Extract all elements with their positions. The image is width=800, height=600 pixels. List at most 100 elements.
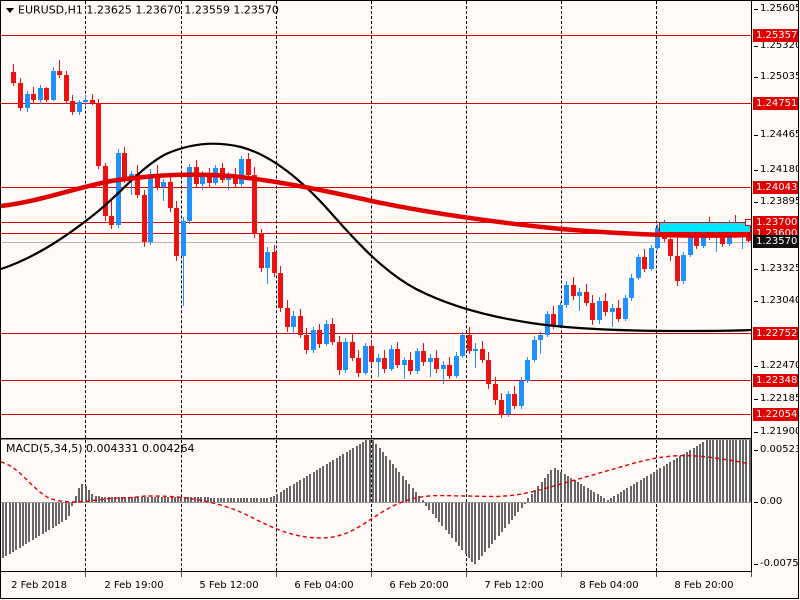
candle-wick	[163, 178, 164, 202]
macd-bar	[299, 480, 301, 502]
gridline	[181, 1, 182, 438]
macd-bar	[418, 496, 420, 502]
price-level-line[interactable]	[1, 35, 751, 36]
price-chart-pane[interactable]	[1, 1, 751, 438]
macd-bar	[461, 502, 463, 550]
price-level-line[interactable]	[1, 103, 751, 104]
macd-bar	[187, 497, 189, 502]
candle-body	[571, 284, 576, 297]
macd-bar	[42, 502, 44, 534]
axis-tick	[754, 135, 758, 136]
macd-bar	[600, 496, 602, 502]
macd-bar	[458, 502, 460, 546]
macd-bar	[488, 502, 490, 548]
macd-bar	[15, 502, 17, 550]
supply-zone-rectangle[interactable]	[659, 222, 751, 233]
macd-bar	[560, 472, 562, 502]
gridline	[561, 440, 562, 571]
macd-bar	[88, 490, 90, 502]
macd-bar	[237, 498, 239, 502]
macd-bar	[98, 496, 100, 502]
axis-tick	[754, 202, 758, 203]
candle-body	[610, 307, 615, 313]
macd-bar	[217, 498, 219, 502]
macd-bar	[501, 502, 503, 532]
time-axis-label: 5 Feb 12:00	[199, 580, 259, 591]
macd-bar	[537, 486, 539, 502]
macd-bar	[669, 462, 671, 502]
macd-bar	[382, 452, 384, 502]
candle-body	[233, 175, 238, 185]
time-axis-label: 6 Feb 20:00	[389, 580, 449, 591]
time-tick	[276, 572, 277, 577]
price-axis-label: 1.21900	[760, 426, 799, 437]
gridline	[371, 440, 372, 571]
macd-bar	[732, 440, 734, 502]
time-tick	[85, 572, 86, 577]
time-axis[interactable]: 2 Feb 2018 2 Feb 19:00 5 Feb 12:00 6 Feb 04…	[1, 572, 799, 599]
macd-bar	[395, 468, 397, 502]
macd-bar	[303, 478, 305, 502]
macd-bar	[78, 488, 80, 502]
macd-bar	[593, 492, 595, 502]
candle-body	[434, 357, 439, 370]
axis-tick	[754, 432, 758, 433]
macd-bar	[114, 497, 116, 502]
candle-body	[324, 323, 329, 345]
candle-body	[454, 355, 459, 377]
macd-bar	[508, 502, 510, 524]
macd-bar	[164, 497, 166, 502]
macd-bar	[91, 494, 93, 502]
candle-body	[577, 291, 582, 297]
price-axis-label: 1.24751	[753, 97, 799, 110]
candle-body	[603, 300, 608, 313]
chevron-down-icon[interactable]	[6, 7, 14, 13]
candle-wick	[443, 361, 444, 385]
price-level-line[interactable]	[1, 222, 751, 223]
time-axis-label: 7 Feb 12:00	[484, 580, 544, 591]
macd-bar	[55, 502, 57, 526]
candle-body	[246, 159, 251, 176]
price-level-line[interactable]	[1, 414, 751, 415]
macd-bar	[346, 452, 348, 502]
candle-body	[174, 208, 179, 257]
macd-bar	[623, 490, 625, 502]
macd-bar	[722, 440, 724, 502]
macd-bar	[696, 446, 698, 502]
candle-body	[538, 334, 543, 340]
candle-wick	[579, 288, 580, 311]
time-tick	[751, 572, 752, 577]
price-axis-label: 1.22054	[753, 408, 799, 421]
macd-bar	[610, 498, 612, 502]
candle-body	[122, 153, 127, 180]
macd-bar	[151, 497, 153, 502]
macd-bar	[498, 502, 500, 536]
price-level-line[interactable]	[1, 333, 751, 334]
price-level-line[interactable]	[1, 187, 751, 188]
candle-body	[44, 88, 49, 100]
candle-body	[467, 334, 472, 351]
macd-bar	[280, 492, 282, 502]
macd-bar	[550, 470, 552, 502]
macd-bar	[590, 490, 592, 502]
macd-indicator-pane[interactable]	[1, 440, 751, 571]
gridline	[371, 1, 372, 438]
price-axis[interactable]: 1.25605 1.25320 1.25035 1.24751 1.24465 1.241…	[752, 1, 799, 572]
macd-bar	[534, 490, 536, 502]
candle-body	[304, 334, 309, 350]
candle-body	[343, 341, 348, 371]
macd-bar	[471, 502, 473, 562]
candle-body	[655, 227, 660, 249]
price-level-line[interactable]	[1, 233, 751, 234]
macd-bar	[617, 494, 619, 502]
candle-wick	[540, 331, 541, 355]
macd-bar	[491, 502, 493, 544]
macd-bar	[246, 498, 248, 502]
price-level-line[interactable]	[1, 380, 751, 381]
macd-bar	[379, 448, 381, 502]
macd-bar	[319, 468, 321, 502]
macd-bar	[557, 470, 559, 502]
gridline	[656, 440, 657, 571]
candle-body	[285, 307, 290, 327]
candle-body	[57, 71, 62, 75]
